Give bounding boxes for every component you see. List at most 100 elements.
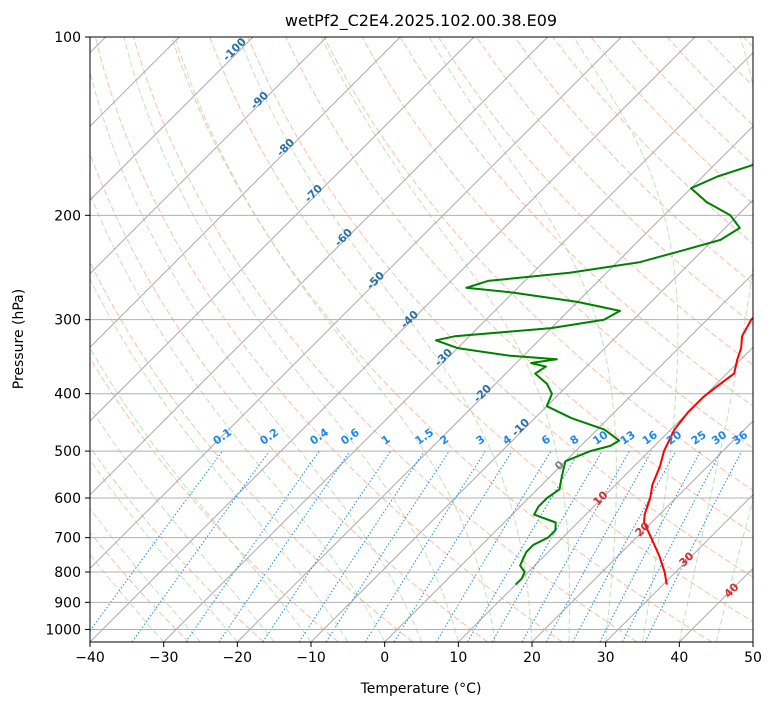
y-tick-label: 500 <box>54 444 81 460</box>
moist-adiabat <box>174 37 496 642</box>
theta-label: 40 <box>722 580 742 600</box>
theta-label: -20 <box>471 382 494 405</box>
mixing-ratio-label: 16 <box>640 428 660 448</box>
theta-label: -40 <box>398 308 421 331</box>
isotherm <box>90 37 549 496</box>
y-tick-label: 300 <box>54 313 81 329</box>
moist-adiabat <box>90 507 201 642</box>
mixing-ratio-label: 25 <box>689 428 709 447</box>
isotherm <box>678 567 753 642</box>
x-tick-label: 50 <box>744 650 762 666</box>
mixing-ratio-line <box>364 450 486 642</box>
mixing-ratio-label: 0.2 <box>258 426 281 448</box>
dry-adiabat <box>704 37 753 87</box>
mixing-ratio-line <box>644 450 743 642</box>
theta-label: -90 <box>248 89 271 112</box>
dry-adiabat <box>90 152 488 642</box>
background-lines <box>90 37 753 642</box>
moist-adiabat <box>678 37 753 642</box>
theta-label: -50 <box>364 269 387 292</box>
isotherm <box>90 37 475 422</box>
temperature-profile <box>643 316 753 585</box>
isotherm <box>236 125 753 642</box>
mixing-ratio-line <box>298 450 425 642</box>
x-tick-label: −30 <box>149 650 179 666</box>
dry-adiabat <box>743 37 753 48</box>
theta-label: -30 <box>432 346 455 369</box>
isotherm <box>90 37 254 201</box>
isotherm <box>90 37 622 570</box>
theta-label: -70 <box>302 182 325 205</box>
x-tick-label: −40 <box>75 650 105 666</box>
moist-adiabat <box>90 192 386 642</box>
dry-adiabat <box>90 356 339 642</box>
x-tick-label: 10 <box>449 650 467 666</box>
dry-adiabat <box>590 37 753 205</box>
isotherm <box>163 51 753 642</box>
mixing-ratio-label: 6 <box>539 432 553 447</box>
mixing-ratio-line <box>521 450 630 642</box>
moist-adiabat <box>320 37 571 642</box>
dry-adiabat <box>514 37 753 285</box>
moist-adiabat <box>238 37 533 642</box>
y-tick-label: 200 <box>54 208 81 224</box>
dry-adiabat <box>209 37 753 623</box>
mixing-ratio-line <box>90 450 223 632</box>
theta-label: -10 <box>509 416 532 439</box>
y-tick-label: 1000 <box>45 622 81 638</box>
theta-label: 10 <box>591 488 611 508</box>
series-group <box>434 163 753 586</box>
dry-adiabat <box>247 37 753 578</box>
y-tick-label: 800 <box>54 565 81 581</box>
y-axis-label: Pressure (hPa) <box>11 289 27 389</box>
theta-label: -80 <box>274 136 297 159</box>
moist-adiabat <box>90 459 238 642</box>
moist-adiabat <box>90 278 349 642</box>
moist-adiabat <box>572 37 679 642</box>
plot-frame <box>89 36 754 643</box>
mixing-ratio-label: 3 <box>474 433 488 448</box>
y-tick-label: 700 <box>54 531 81 547</box>
mixing-ratio-line <box>545 450 653 642</box>
mixing-ratio-line <box>572 450 677 642</box>
isotherm <box>605 493 753 642</box>
x-tick-label: 30 <box>597 650 615 666</box>
theta-label: -60 <box>332 226 355 249</box>
isotherm <box>90 37 401 349</box>
dry-adiabat <box>399 37 753 407</box>
y-tick-label: 600 <box>54 491 81 507</box>
x-tick-label: −20 <box>223 650 253 666</box>
isotherm <box>90 37 696 642</box>
dry-adiabat <box>285 37 753 535</box>
line-labels: 0.1 0.2 0.4 0.6 1 1.5 2 3 4 6 8 10 13 16 20 25 30 36-100-… <box>211 35 751 601</box>
moist-adiabat <box>90 406 275 642</box>
mixing-ratio-label: 13 <box>618 428 638 447</box>
x-tick-label: 0 <box>380 650 389 666</box>
mixing-ratio-line <box>131 450 270 642</box>
dry-adiabat <box>132 37 638 642</box>
chart-title: wetPf2_C2E4.2025.102.00.38.E09 <box>285 11 557 31</box>
moist-adiabat <box>90 553 165 642</box>
moist-adiabat <box>90 347 312 642</box>
dewpoint-profile <box>434 163 753 586</box>
x-axis-label: Temperature (°C) <box>360 681 482 697</box>
x-axis: −40 −30 −20 −10 0 10 20 30 40 50 <box>75 642 762 666</box>
y-tick-label: 400 <box>54 387 81 403</box>
moist-adiabat <box>428 37 617 642</box>
moist-adiabat <box>90 70 422 642</box>
dry-adiabat <box>666 37 753 126</box>
x-tick-label: 20 <box>523 650 541 666</box>
dry-adiabat <box>90 531 190 642</box>
mixing-ratio-label: 1 <box>379 433 393 448</box>
y-tick-label: 100 <box>54 30 81 46</box>
mixing-ratio-line <box>185 450 320 642</box>
mixing-ratio-line <box>325 450 450 642</box>
isotherm <box>457 346 753 642</box>
mixing-ratio-label: 30 <box>709 428 729 448</box>
x-tick-label: −10 <box>296 650 326 666</box>
isotherm <box>384 272 753 642</box>
x-tick-label: 40 <box>670 650 688 666</box>
mixing-ratio-line <box>393 450 513 642</box>
mixing-ratio-label: 1.5 <box>413 426 436 448</box>
